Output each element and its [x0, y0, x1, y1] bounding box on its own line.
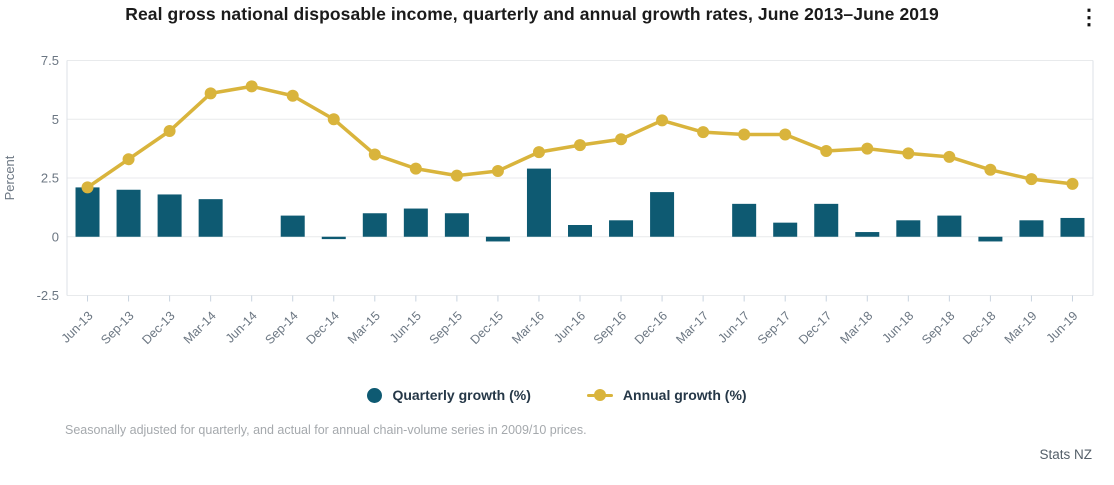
x-tick-label-Sep-16: Sep-16	[591, 309, 629, 347]
legend: Quarterly growth (%) Annual growth (%)	[0, 383, 1114, 407]
point-Sep-16[interactable]	[615, 133, 628, 146]
point-Jun-16[interactable]	[574, 139, 586, 152]
x-tick-label-Mar-16: Mar-16	[509, 309, 547, 347]
quarterly-growth-marker-icon	[367, 387, 383, 403]
kebab-menu-icon: ⋮	[1078, 6, 1100, 29]
x-tick-label-Dec-18: Dec-18	[960, 309, 998, 347]
point-Mar-17[interactable]	[697, 126, 710, 139]
point-Sep-13[interactable]	[122, 153, 135, 166]
point-Mar-19[interactable]	[1025, 173, 1038, 186]
bar-Sep-15[interactable]	[444, 213, 469, 237]
point-Dec-16[interactable]	[656, 114, 669, 127]
point-Jun-17[interactable]	[738, 128, 751, 141]
x-tick-label-Mar-19: Mar-19	[1002, 309, 1040, 347]
legend-item-quarterly[interactable]: Quarterly growth (%)	[367, 387, 531, 403]
point-Sep-15[interactable]	[450, 169, 463, 182]
x-tick-label-Dec-13: Dec-13	[139, 309, 177, 347]
legend-label-annual: Annual growth (%)	[622, 387, 747, 403]
bar-Sep-17[interactable]	[773, 222, 798, 237]
point-Dec-15[interactable]	[491, 164, 504, 177]
point-Mar-15[interactable]	[368, 148, 381, 161]
y-tick-label: 5	[52, 112, 59, 127]
point-Mar-18[interactable]	[861, 142, 874, 155]
annual-growth-marker-icon	[586, 389, 613, 401]
x-tick-label-Jun-13: Jun-13	[59, 309, 96, 346]
x-tick-label-Sep-15: Sep-15	[427, 309, 465, 347]
point-Jun-14[interactable]	[245, 80, 258, 93]
point-Dec-17[interactable]	[820, 144, 833, 157]
x-tick-label-Sep-18: Sep-18	[919, 309, 957, 347]
y-axis-title: Percent	[2, 155, 17, 200]
x-tick-label-Jun-15: Jun-15	[387, 309, 424, 346]
point-Sep-17[interactable]	[779, 128, 792, 141]
point-Mar-16[interactable]	[532, 146, 545, 159]
annual-growth-line	[86, 84, 1073, 189]
x-tick-label-Mar-18: Mar-18	[838, 309, 876, 347]
bar-Dec-15[interactable]	[485, 236, 510, 242]
footnote: Seasonally adjusted for quarterly, and a…	[65, 423, 587, 437]
bar-Sep-14[interactable]	[280, 215, 305, 237]
bar-Jun-13[interactable]	[75, 187, 100, 237]
point-Jun-13[interactable]	[81, 181, 94, 194]
point-Sep-18[interactable]	[943, 150, 956, 163]
point-Jun-19[interactable]	[1066, 177, 1079, 190]
bar-Dec-13[interactable]	[157, 194, 182, 237]
bar-Sep-18[interactable]	[937, 215, 962, 237]
y-tick-label: 2.5	[41, 171, 59, 186]
x-tick-label-Jun-14: Jun-14	[223, 309, 260, 346]
point-Dec-18[interactable]	[984, 163, 997, 176]
x-tick-label-Jun-18: Jun-18	[880, 309, 917, 346]
x-tick-label-Mar-17: Mar-17	[673, 309, 711, 347]
x-tick-label-Dec-15: Dec-15	[468, 309, 506, 347]
x-tick-label-Mar-15: Mar-15	[345, 309, 383, 347]
y-tick-label: 0	[52, 229, 59, 244]
bar-Dec-17[interactable]	[814, 203, 839, 237]
legend-label-quarterly: Quarterly growth (%)	[392, 387, 531, 403]
bar-Jun-16[interactable]	[568, 225, 592, 237]
x-tick-label-Jun-17: Jun-17	[715, 309, 752, 346]
bar-Jun-15[interactable]	[403, 208, 428, 237]
chart-title: Real gross national disposable income, q…	[125, 4, 939, 24]
x-tick-label-Jun-16: Jun-16	[551, 309, 588, 346]
x-tick-label-Dec-16: Dec-16	[632, 309, 670, 347]
bar-Sep-13[interactable]	[116, 189, 141, 237]
bar-Dec-14[interactable]	[321, 236, 346, 240]
bar-Jun-19[interactable]	[1060, 217, 1085, 237]
bar-Mar-14[interactable]	[198, 199, 223, 237]
source-attribution: Stats NZ	[1039, 447, 1092, 462]
point-Sep-14[interactable]	[286, 89, 299, 102]
x-tick-label-Sep-13: Sep-13	[98, 309, 136, 347]
context-menu-button[interactable]: ⋮	[1076, 2, 1102, 34]
x-tick-label-Dec-14: Dec-14	[303, 309, 341, 347]
bar-Mar-15[interactable]	[362, 213, 387, 237]
bar-Jun-18[interactable]	[896, 220, 921, 237]
x-tick-label-Dec-17: Dec-17	[796, 309, 834, 347]
bar-Mar-16[interactable]	[526, 168, 551, 237]
x-tick-label-Mar-14: Mar-14	[181, 309, 219, 347]
bar-Jun-17[interactable]	[732, 203, 757, 237]
bar-Mar-18[interactable]	[855, 232, 880, 237]
x-tick-label-Sep-17: Sep-17	[755, 309, 793, 347]
bar-Dec-16[interactable]	[650, 192, 675, 237]
point-Mar-14[interactable]	[204, 87, 217, 100]
x-tick-label-Sep-14: Sep-14	[262, 309, 300, 347]
x-tick-label-Jun-19: Jun-19	[1044, 309, 1081, 346]
bar-Mar-19[interactable]	[1019, 220, 1044, 237]
y-tick-label: -2.5	[37, 288, 59, 303]
bar-Dec-18[interactable]	[978, 236, 1003, 242]
point-Jun-18[interactable]	[902, 147, 915, 160]
point-Jun-15[interactable]	[409, 162, 422, 175]
y-tick-label: 7.5	[41, 53, 59, 68]
bar-Sep-16[interactable]	[609, 220, 634, 237]
point-Dec-14[interactable]	[327, 113, 340, 126]
legend-item-annual[interactable]: Annual growth (%)	[586, 387, 747, 403]
point-Dec-13[interactable]	[163, 125, 176, 137]
